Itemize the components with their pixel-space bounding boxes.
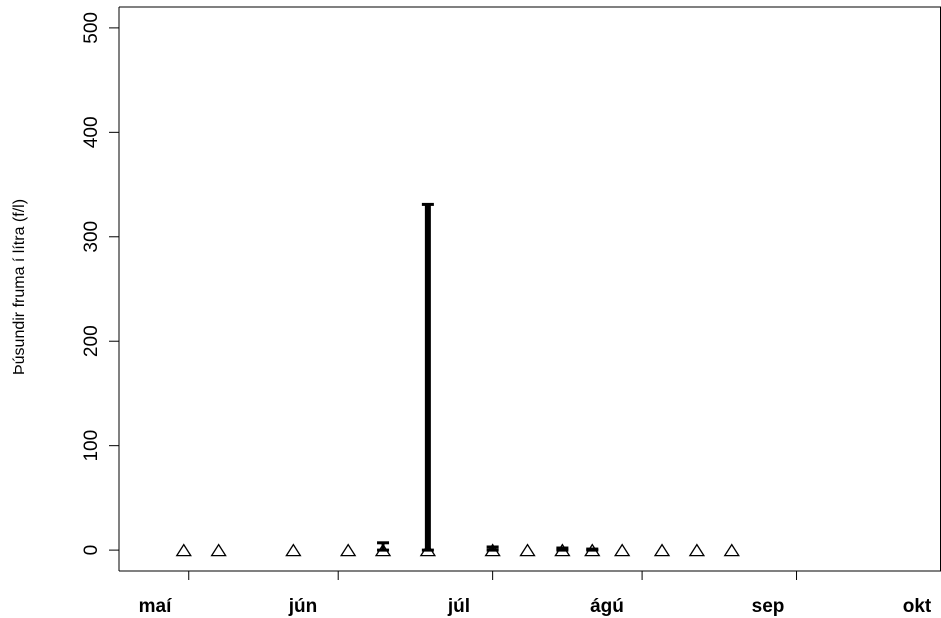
plot-frame: [118, 6, 941, 572]
data-point: [285, 543, 302, 557]
data-point: [210, 543, 227, 557]
data-point: [723, 543, 740, 557]
y-tick-label: 300: [81, 221, 102, 253]
y-axis-title: Þúsundir fruma í lítra (f/l): [11, 199, 28, 375]
x-tick-label: maí: [139, 596, 172, 617]
data-point: [584, 543, 601, 557]
error-bars: [377, 202, 599, 552]
x-tick-label: okt: [903, 596, 932, 617]
y-tick-label: 400: [81, 116, 102, 148]
x-tick-label: jún: [288, 596, 318, 617]
data-point: [484, 543, 501, 557]
y-tick-label: 100: [81, 430, 102, 462]
x-tick-label: ágú: [590, 596, 624, 617]
y-tick-label: 200: [81, 325, 102, 357]
y-axis: 0 100 200 300 400 500: [81, 12, 119, 555]
data-point: [688, 543, 706, 557]
data-point: [175, 543, 192, 557]
data-point: [554, 543, 571, 557]
x-axis: maí jún júl ágú sep okt: [139, 571, 932, 617]
data-point: [374, 543, 392, 557]
y-tick-label: 500: [81, 12, 102, 44]
data-points: [175, 543, 740, 557]
data-point: [339, 543, 357, 557]
data-point: [613, 543, 631, 557]
data-point: [519, 543, 536, 557]
y-tick-label: 0: [81, 545, 102, 556]
x-tick-label: sep: [752, 596, 785, 617]
x-tick-label: júl: [447, 596, 470, 617]
data-point: [653, 543, 671, 557]
data-point: [419, 543, 437, 557]
